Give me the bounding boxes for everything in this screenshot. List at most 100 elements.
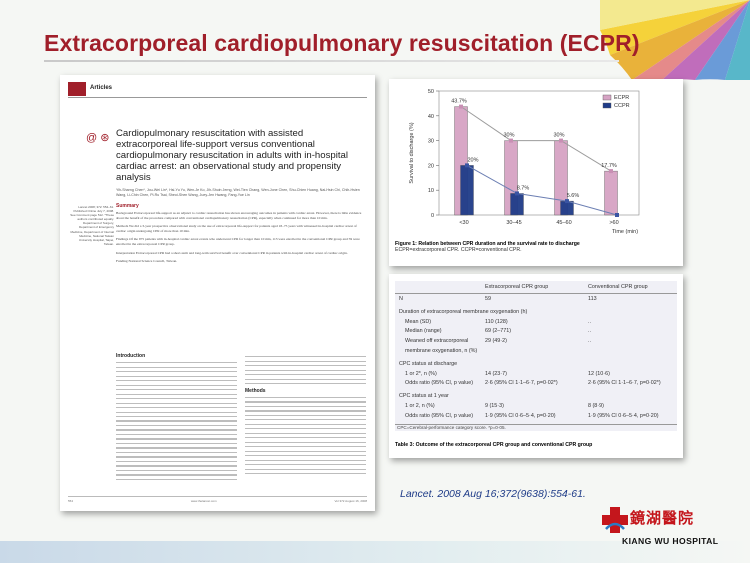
summary-heading: Summary bbox=[116, 203, 139, 209]
article-authors: Yih-Sharng Chen*, Jou-Wei Lin*, Hsi-Yu Y… bbox=[116, 188, 360, 197]
data-label: 20% bbox=[467, 157, 478, 163]
figure-panel: 0 10 20 30 40 50 Survival to discharge (%) <30 3… bbox=[389, 79, 683, 266]
table-cell: Duration of extracorporeal membrane oxyg… bbox=[399, 308, 528, 315]
article-title: Cardiopulmonary resuscitation with assis… bbox=[116, 128, 348, 183]
data-point bbox=[459, 104, 463, 109]
summary-findings: Findings Of the 975 patients with in-hos… bbox=[116, 237, 360, 246]
table-cell: Weaned off extracorporeal bbox=[405, 338, 469, 345]
data-point bbox=[509, 138, 513, 143]
figure-caption: Figure 1: Relation between CPR duration … bbox=[395, 241, 680, 254]
table-cell: 1·9 (95% CI 0·6–5·4, p=0·20) bbox=[485, 412, 556, 419]
y-tick-label: 20 bbox=[428, 163, 434, 169]
section-rule bbox=[68, 97, 367, 98]
series-line bbox=[466, 164, 618, 216]
legend-label: CCPR bbox=[614, 103, 630, 109]
section-tab bbox=[68, 82, 86, 96]
y-tick-label: 40 bbox=[428, 114, 434, 120]
table-cell: 8 (8·9) bbox=[588, 403, 604, 409]
data-label: 17.7% bbox=[601, 163, 617, 169]
x-axis-label: Time (min) bbox=[612, 229, 638, 235]
table-cell: 113 bbox=[588, 296, 597, 302]
data-label: 8.7% bbox=[517, 185, 530, 191]
data-point bbox=[559, 138, 563, 143]
x-tick-label: <30 bbox=[459, 220, 468, 226]
slide-title: Extracorporeal cardiopulmonary resuscita… bbox=[44, 30, 640, 56]
table-cell: Odds ratio (95% CI, p value) bbox=[405, 412, 474, 419]
bar bbox=[604, 170, 618, 216]
legend-swatch bbox=[602, 94, 612, 101]
table-header-row: Extracorporeal CPR group Conventional CPR… bbox=[395, 284, 677, 293]
table-cell: 2·6 (95% CI 1·1–6·7, p=0·02*) bbox=[485, 380, 558, 387]
data-point bbox=[609, 169, 613, 174]
data-label: 30% bbox=[503, 133, 514, 139]
table-row: Median (range) 69 (2–771).. bbox=[395, 328, 677, 337]
page-number: 554 bbox=[68, 499, 74, 503]
article-body: Introduction Methods bbox=[116, 353, 366, 483]
table-header-cell: Extracorporeal CPR group bbox=[485, 284, 549, 290]
journal-volume: Vol 372 August 16, 2008 bbox=[334, 499, 367, 503]
article-summary: Summary Background Extracorporeal life-s… bbox=[116, 203, 366, 268]
table-header-cell: Conventional CPR group bbox=[588, 284, 648, 290]
body-column-left: Introduction bbox=[116, 353, 237, 483]
data-label: 43.7% bbox=[451, 99, 467, 105]
article-side-note: Lancet 2008; 372: 554–61. Published Onli… bbox=[70, 205, 114, 246]
table-cell: 110 (128) bbox=[485, 318, 508, 325]
data-point bbox=[615, 213, 619, 217]
data-point bbox=[465, 163, 469, 168]
figure-caption-title: Figure 1: Relation between CPR duration … bbox=[395, 241, 580, 247]
body-text-lines bbox=[245, 396, 366, 475]
table-cell: 69 (2–771) bbox=[485, 328, 512, 335]
series-line bbox=[460, 106, 612, 172]
table-cell: 1 or 2*, n (%) bbox=[405, 370, 437, 377]
summary-background: Background Extracorporeal life-support a… bbox=[116, 211, 362, 220]
body-text-lines bbox=[116, 362, 237, 481]
hospital-emblem-icon bbox=[602, 507, 628, 533]
citation: Lancet. 2008 Aug 16;372(9638):554-61. bbox=[400, 488, 586, 500]
table-panel: Extracorporeal CPR group Conventional CPR… bbox=[389, 274, 683, 458]
hospital-logo: 鏡湖醫院 KIANG WU HOSPITAL bbox=[600, 505, 740, 555]
data-label: 5.6% bbox=[567, 193, 580, 199]
y-tick-label: 30 bbox=[428, 139, 434, 145]
table-row: Duration of extracorporeal membrane oxyg… bbox=[395, 309, 677, 318]
bar bbox=[460, 165, 474, 216]
table-row: 1 or 2, n (%) 9 (15·3) 8 (8·9) bbox=[395, 403, 677, 412]
table-cell: 29 (49·2) bbox=[485, 338, 507, 345]
table-row: Odds ratio (95% CI, p value) 1·9 (95% CI … bbox=[395, 413, 677, 422]
table-cell: .. bbox=[588, 328, 591, 335]
bar bbox=[510, 193, 524, 216]
logo-english-text: KIANG WU HOSPITAL bbox=[622, 536, 719, 546]
table-note: CPC=Cerebral-performance category score.… bbox=[397, 425, 506, 430]
data-point bbox=[565, 199, 569, 204]
table-row: 1 or 2*, n (%) 14 (23·7) 12 (10·6) bbox=[395, 371, 677, 380]
methods-heading: Methods bbox=[245, 387, 266, 394]
summary-funding: Funding National Science Council, Taiwan… bbox=[116, 259, 178, 264]
open-access-icon: @ ⊛ bbox=[86, 132, 110, 144]
table-row: N 59 113 bbox=[395, 296, 677, 305]
legend-swatch bbox=[602, 102, 612, 109]
table-cell: CPC status at 1 year bbox=[399, 393, 449, 400]
y-axis-label: Survival to discharge (%) bbox=[409, 122, 415, 183]
table-rule bbox=[395, 423, 677, 425]
title-underline bbox=[44, 60, 619, 62]
data-label: 30% bbox=[553, 133, 564, 139]
table-row: CPC status at discharge bbox=[395, 361, 677, 370]
summary-interpretation: Interpretation Extracorporeal CPR had a … bbox=[116, 250, 348, 255]
legend-label: ECPR bbox=[614, 95, 629, 101]
table-cell: Mean (SD) bbox=[405, 318, 432, 325]
body-text-lines bbox=[245, 356, 366, 385]
table-caption-title: Table 3: Outcome of the extracorporeal C… bbox=[395, 442, 593, 448]
bar bbox=[560, 200, 574, 216]
article-section: Articles bbox=[90, 85, 113, 91]
table-cell: .. bbox=[588, 338, 591, 345]
table-cell: 12 (10·6) bbox=[588, 370, 610, 377]
table-row: membrane oxygenation, n (%) bbox=[395, 348, 677, 357]
table-cell: CPC status at discharge bbox=[399, 360, 458, 367]
table-cell: Median (range) bbox=[405, 328, 442, 335]
y-tick-label: 50 bbox=[428, 89, 434, 95]
table-cell: .. bbox=[588, 318, 591, 325]
article-page: Articles @ ⊛ Cardiopulmonary resuscitati… bbox=[60, 75, 375, 511]
x-tick-label: 45–60 bbox=[556, 220, 571, 226]
table-cell: membrane oxygenation, n (%) bbox=[405, 348, 478, 354]
y-tick-label: 0 bbox=[431, 213, 434, 219]
logo-chinese-text: 鏡湖醫院 bbox=[630, 509, 695, 527]
